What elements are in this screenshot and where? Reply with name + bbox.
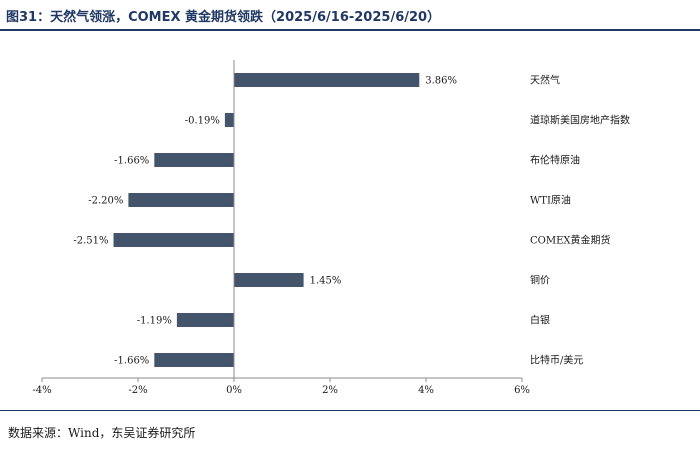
x-tick-label: 2% — [322, 385, 338, 396]
category-label: COMEX黄金期货 — [530, 234, 611, 247]
category-label: 比特币/美元 — [530, 354, 583, 367]
x-tick-label: -4% — [32, 385, 51, 396]
title-rule — [0, 29, 700, 31]
x-tick-label: -2% — [128, 385, 147, 396]
category-label: 布伦特原油 — [530, 154, 580, 167]
value-label: -1.19% — [137, 316, 172, 327]
value-label: -0.19% — [185, 116, 220, 127]
bar — [113, 233, 234, 247]
x-ticks-group: -4% -2% 0% 2% 4% 6% — [32, 378, 530, 396]
bar — [224, 113, 234, 127]
value-label: 3.86% — [425, 76, 457, 87]
category-label: WTI原油 — [530, 194, 571, 207]
bar — [128, 193, 234, 207]
source-note: 数据来源：Wind，东吴证券研究所 — [8, 426, 196, 440]
bar — [154, 353, 234, 367]
bar — [234, 273, 304, 287]
value-label: -1.66% — [114, 356, 149, 367]
value-label: -2.20% — [88, 196, 123, 207]
category-label: 铜价 — [530, 275, 550, 287]
bar — [154, 153, 234, 167]
category-label: 天然气 — [530, 74, 560, 87]
value-label: 1.45% — [310, 276, 342, 287]
bar — [176, 313, 234, 327]
value-label: -1.66% — [114, 156, 149, 167]
footer-rule — [0, 410, 700, 411]
category-label: 白银 — [530, 314, 550, 327]
value-label: -2.51% — [73, 236, 108, 247]
x-tick-label: 0% — [226, 385, 242, 396]
x-tick-label: 6% — [514, 385, 530, 396]
x-tick-label: 4% — [418, 385, 434, 396]
category-label: 道琼斯美国房地产指数 — [530, 114, 630, 127]
bars-group — [113, 73, 420, 367]
bar-chart: 3.86% -0.19% -1.66% -2.20% -2.51% 1.45% -1.19%… — [32, 60, 630, 396]
value-labels-group: 3.86% -0.19% -1.66% -2.20% -2.51% 1.45% -1.19%… — [73, 76, 457, 367]
bar — [234, 73, 420, 87]
chart-title: 图31：天然气领涨，COMEX 黄金期货领跌（2025/6/16-2025/6/… — [6, 10, 441, 25]
